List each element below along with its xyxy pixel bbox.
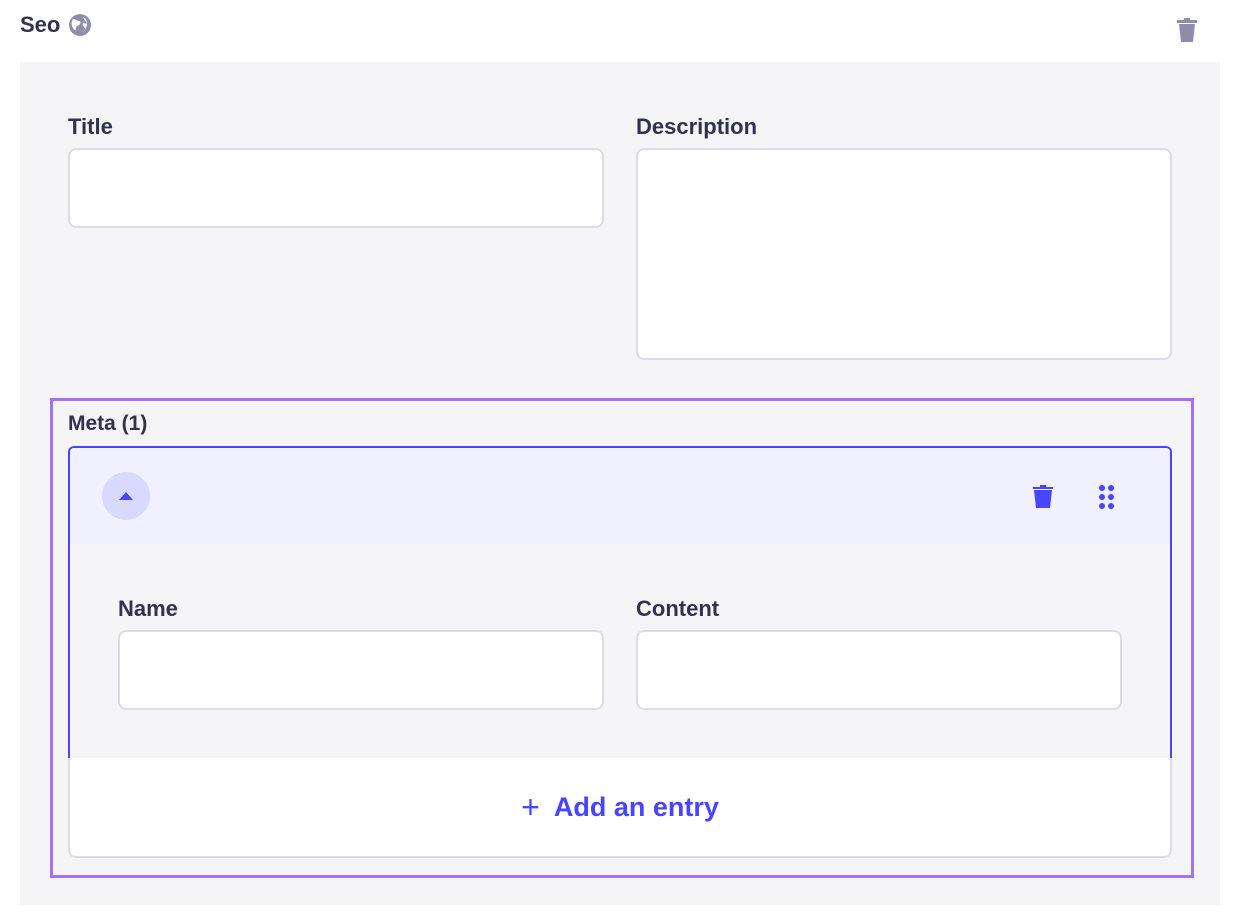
- plus-icon: +: [521, 789, 540, 825]
- description-textarea[interactable]: [636, 148, 1172, 360]
- add-entry-label: Add an entry: [553, 791, 719, 822]
- title-label: Title: [68, 114, 113, 139]
- meta-label: Meta (1): [68, 412, 148, 435]
- name-input[interactable]: [118, 630, 604, 710]
- content-label: Content: [636, 596, 720, 621]
- component-header: Seo: [20, 12, 92, 38]
- caret-up-icon: [119, 492, 133, 500]
- meta-entry: [68, 446, 1172, 760]
- drag-handle-icon[interactable]: [1098, 484, 1116, 510]
- delete-component-button[interactable]: [1176, 17, 1198, 43]
- add-entry-button[interactable]: + Add an entry: [68, 758, 1172, 858]
- component-title: Seo: [20, 12, 61, 37]
- meta-field-focus-outline: [50, 398, 1194, 878]
- globe-icon: [69, 14, 92, 36]
- name-label: Name: [118, 596, 178, 621]
- meta-entry-header[interactable]: [70, 448, 1170, 544]
- delete-entry-button[interactable]: [1032, 484, 1054, 508]
- title-input[interactable]: [68, 148, 604, 228]
- description-label: Description: [636, 114, 758, 139]
- collapse-button[interactable]: [102, 472, 150, 520]
- content-input[interactable]: [636, 630, 1122, 710]
